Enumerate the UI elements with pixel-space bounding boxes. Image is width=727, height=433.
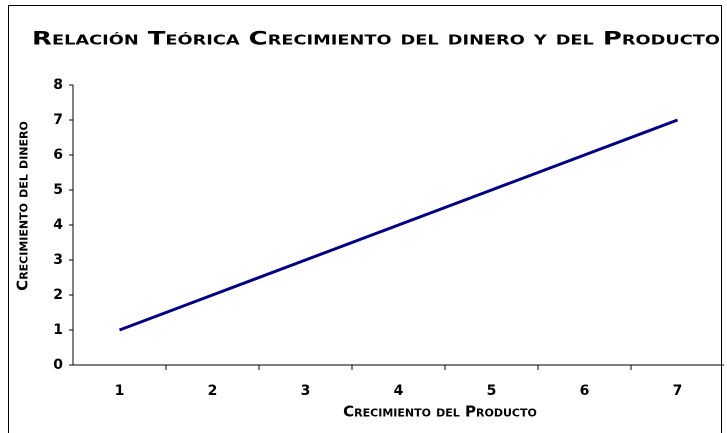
x-tick-label: 2: [208, 383, 218, 399]
y-tick-label: 8: [53, 77, 63, 93]
y-tick-label: 5: [53, 182, 63, 198]
data-line: [118, 118, 679, 332]
x-axis-title: Crecimiento del Producto: [343, 403, 537, 421]
x-tick-label: 4: [394, 383, 404, 399]
y-tick-label: 1: [53, 322, 63, 338]
y-axis-title: Crecimiento del dinero: [14, 121, 32, 291]
y-tick-label: 4: [53, 217, 63, 233]
y-tick-label: 2: [53, 287, 63, 303]
y-tick-label: 3: [53, 252, 63, 268]
y-tick-label: 0: [53, 357, 63, 373]
y-tick-label: 6: [53, 147, 63, 163]
x-tick-label: 1: [115, 383, 125, 399]
y-tick-label: 7: [53, 112, 63, 128]
x-tick-label: 5: [487, 383, 497, 399]
chart-frame: [8, 5, 722, 433]
chart-title: Relación Teórica Crecimiento del dinero …: [32, 28, 720, 50]
x-tick-label: 3: [301, 383, 311, 399]
x-tick-label: 7: [673, 383, 683, 399]
x-tick-label: 6: [580, 383, 590, 399]
